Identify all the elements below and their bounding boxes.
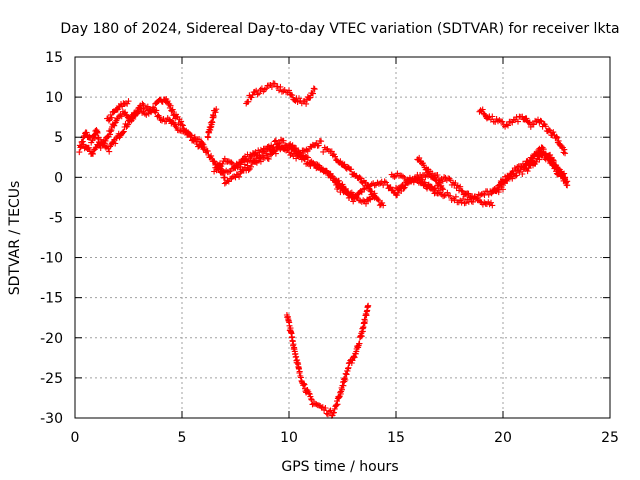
y-axis-label: SDTVAR / TECUs [7,181,23,296]
x-tick-label: 10 [280,430,298,446]
marker-path [204,106,220,141]
series-arc-13 [393,169,496,209]
series-arc-18 [521,149,571,185]
x-tick-label: 25 [601,430,619,446]
series-arc-15 [476,106,569,157]
series-arc-3 [104,98,132,124]
series-arc-8 [243,80,318,107]
x-tick-label: 5 [178,430,187,446]
chart-title: Day 180 of 2024, Sidereal Day-to-day VTE… [60,21,619,37]
marker-path [521,149,571,185]
x-tick-label: 0 [71,430,80,446]
marker-path [243,80,318,107]
series-arc-2 [80,100,207,157]
series-arc-4 [204,106,220,141]
marker-path [283,302,372,419]
y-tick-label: -30 [40,411,63,427]
series-arc-11 [283,302,372,419]
y-tick-label: 0 [54,170,63,186]
marker-path [414,154,447,193]
marker-path [80,100,207,157]
marker-path [393,169,496,209]
marker-path [476,106,569,157]
grid-layer [75,57,610,418]
y-tick-label: 10 [45,90,63,106]
y-tick-label: -5 [49,210,63,226]
x-tick-label: 20 [494,430,512,446]
y-tick-label: 5 [54,130,63,146]
x-axis-label: GPS time / hours [281,459,398,475]
series-layer [76,80,571,419]
plot-frame [74,56,611,419]
y-tick-label: -15 [40,291,63,307]
x-tick-label: 15 [387,430,405,446]
y-tick-label: -25 [40,371,63,387]
series-arc-14 [414,154,447,193]
tick-layer: 0 5 10 15 20 25 -30 -25 -20 -15 -10 -5 0 5 10 15 [40,50,619,446]
marker-path [104,98,132,124]
y-tick-label: 15 [45,50,63,66]
y-tick-label: -10 [40,251,63,267]
y-tick-label: -20 [40,331,63,347]
